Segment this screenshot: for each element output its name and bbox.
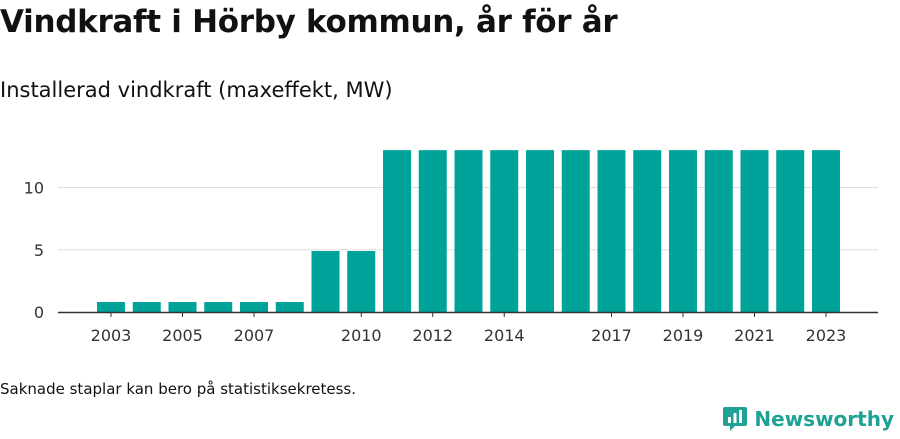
brand-logo: Newsworthy	[722, 405, 894, 433]
bar-2022	[776, 150, 805, 312]
bar-2021	[740, 150, 769, 312]
bar-2014	[490, 150, 519, 312]
bar-2018	[633, 150, 662, 312]
chart-subtitle: Installerad vindkraft (maxeffekt, MW)	[0, 78, 393, 102]
y-tick-label: 0	[34, 303, 44, 322]
footnote: Saknade staplar kan bero på statistiksek…	[0, 380, 357, 398]
x-tick-label: 2019	[663, 326, 704, 345]
bar-2007	[240, 302, 268, 312]
x-tick-label: 2014	[484, 326, 525, 345]
x-tick-label: 2005	[162, 326, 203, 345]
bar-2016	[561, 150, 590, 312]
newsworthy-icon	[723, 407, 748, 431]
bar-2017	[597, 150, 626, 312]
bar-2023	[812, 150, 840, 312]
bar-2015	[526, 150, 554, 312]
bar-2008	[275, 302, 304, 312]
bar-2011	[383, 150, 411, 312]
x-tick-label: 2010	[341, 326, 382, 345]
x-tick-label: 2021	[734, 326, 775, 345]
bar-2004	[132, 302, 161, 312]
y-tick-label: 5	[34, 241, 44, 260]
bar-2003	[97, 302, 125, 312]
x-tick-label: 2017	[591, 326, 632, 345]
bar-2009	[311, 250, 340, 312]
x-tick-label: 2012	[412, 326, 453, 345]
x-tick-label: 2023	[806, 326, 847, 345]
bar-2020	[704, 150, 733, 312]
bar-2012	[418, 150, 447, 312]
brand-name: Newsworthy	[754, 407, 894, 431]
bar-2019	[669, 150, 697, 312]
bar-2010	[347, 250, 376, 312]
bar-chart: 0 5 10 2003 2005 2007 2010 2012 2014 2017 2019 2021…	[24, 150, 878, 345]
y-tick-label: 10	[24, 179, 44, 198]
x-tick-label: 2007	[234, 326, 275, 345]
bar-2006	[204, 302, 233, 312]
page-title: Vindkraft i Hörby kommun, år för år	[0, 4, 618, 40]
bar-2013	[454, 150, 483, 312]
x-tick-label: 2003	[91, 326, 132, 345]
bar-2005	[168, 302, 197, 312]
